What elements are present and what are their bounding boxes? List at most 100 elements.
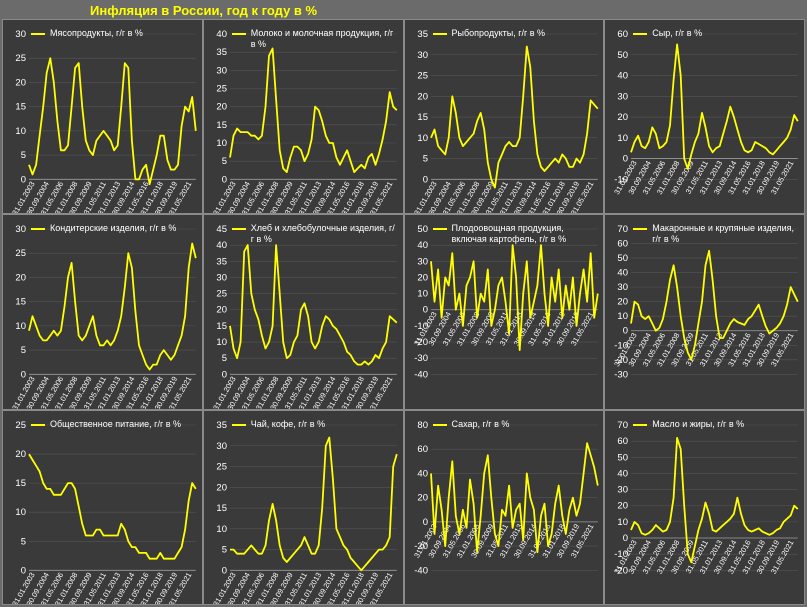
chart-panel: 0 5 10 15 20 25 30 31.01.2003 30.09.2004 31.05.20… [2, 19, 203, 215]
y-tick-label: 70 [618, 224, 629, 235]
chart-legend: Кондитерские изделия, г/г в % [31, 223, 196, 234]
y-tick-label: 40 [216, 29, 227, 40]
y-tick-label: 45 [216, 224, 227, 235]
y-tick-label: 20 [618, 112, 629, 123]
y-tick-label: 30 [15, 224, 26, 235]
chart-panel: -10 0 10 20 30 40 50 60 31.01.2003 30.09.2004 31.0… [604, 19, 805, 215]
series-line [229, 436, 398, 571]
y-tick-label: 30 [618, 282, 629, 293]
y-tick-label: 20 [618, 500, 629, 511]
y-tick-label: 35 [216, 420, 227, 431]
series-line [28, 453, 197, 560]
y-tick-label: 5 [221, 354, 226, 365]
legend-label: Общественное питание, г/г в % [50, 418, 182, 429]
series-line [630, 250, 799, 362]
y-tick-label: 30 [216, 440, 227, 451]
series-line [630, 436, 799, 563]
y-tick-label: 0 [21, 565, 26, 576]
y-tick-label: 10 [618, 517, 629, 528]
y-tick-label: -20 [414, 541, 428, 552]
legend-swatch [633, 228, 648, 231]
y-tick-label: 20 [618, 297, 629, 308]
legend-label: Сахар, г/г в % [451, 418, 510, 429]
series-line [429, 441, 599, 553]
y-tick-label: 0 [221, 174, 226, 185]
chart-svg: 05101520253031.01.200330.09.200431.05.20… [10, 224, 197, 409]
y-tick-label: 40 [618, 268, 629, 279]
y-tick-label: 50 [417, 224, 428, 235]
y-tick-label: 25 [216, 83, 227, 94]
chart-legend: Чай, кофе, г/г в % [231, 419, 397, 430]
y-tick-label: 20 [417, 492, 428, 503]
chart-panel: 0 5 10 15 20 25 31.01.2003 30.09.2004 31.05.2006… [2, 409, 203, 605]
y-tick-label: -10 [414, 321, 428, 332]
legend-swatch [432, 423, 447, 426]
y-tick-label: -20 [615, 565, 629, 576]
y-tick-label: 5 [221, 544, 226, 555]
chart-svg: 051015202530354031.01.200330.09.200431.0… [211, 29, 398, 213]
legend-label: Кондитерские изделия, г/г в % [50, 223, 177, 234]
y-tick-label: 0 [21, 370, 26, 381]
y-tick-label: 35 [216, 47, 227, 58]
legend-swatch [31, 228, 45, 231]
chart-panel: 0 5 10 15 20 25 30 35 40 31.01.2003 30.09.2004 31.0… [202, 19, 404, 215]
y-tick-label: -10 [615, 549, 629, 560]
y-tick-label: -30 [414, 354, 428, 365]
legend-label: Макаронные и крупяные изделия, г/г в % [652, 223, 795, 245]
y-tick-label: 40 [417, 240, 428, 251]
y-tick-label: 25 [15, 53, 26, 64]
y-tick-label: 30 [618, 91, 629, 102]
y-tick-label: -20 [414, 337, 428, 348]
legend-swatch [633, 423, 648, 426]
y-tick-label: 0 [221, 565, 226, 576]
y-tick-label: 20 [216, 305, 227, 316]
y-tick-label: 40 [216, 240, 227, 251]
y-tick-label: -10 [615, 174, 629, 185]
y-tick-label: 0 [422, 174, 427, 185]
y-tick-label: 30 [417, 50, 428, 61]
chart-legend: Плодоовощная продукция, включая картофел… [432, 223, 598, 245]
y-tick-label: 60 [618, 29, 629, 40]
y-tick-label: 10 [417, 289, 428, 300]
y-tick-label: 0 [21, 174, 26, 185]
chart-svg: -30-20-1001020304050607031.01.200330.09.… [612, 224, 799, 381]
y-tick-label: 20 [15, 273, 26, 284]
y-tick-label: 25 [15, 249, 26, 260]
chart-panel: 0 5 10 15 20 25 30 35 31.01.2003 30.09.2004 31.05.… [202, 409, 404, 605]
y-tick-label: 20 [216, 102, 227, 113]
legend-swatch [432, 228, 447, 231]
legend-label: Мясопродукты, г/г в % [50, 28, 143, 38]
y-tick-label: 5 [21, 150, 26, 161]
legend-label: Рыбопродукты, г/г в % [451, 28, 546, 38]
chart-panel: 0 5 10 15 20 25 30 35 31.01.2003 30.09.2004 31.05.… [403, 19, 605, 215]
chart-svg: 051015202531.01.200330.09.200431.05.2006… [10, 420, 197, 604]
chart-panel: 0 5 10 15 20 25 30 35 40 45 31.01.2003 30.09.2004 31… [202, 214, 404, 410]
y-tick-label: 5 [21, 345, 26, 356]
y-tick-label: 80 [417, 420, 428, 431]
legend-swatch [633, 33, 648, 35]
chart-legend: Хлеб и хлебобулочные изделия, г/г в % [231, 223, 397, 245]
y-tick-label: 0 [221, 370, 226, 381]
y-tick-label: 20 [417, 273, 428, 284]
y-tick-label: 5 [221, 156, 226, 167]
legend-swatch [31, 423, 45, 426]
y-tick-label: 10 [15, 126, 26, 137]
legend-swatch [31, 33, 45, 35]
chart-svg: 0510152025303531.01.200330.09.200431.05.… [211, 420, 398, 604]
chart-legend: Макаронные и крупяные изделия, г/г в % [633, 223, 798, 245]
y-tick-label: 50 [618, 253, 629, 264]
chart-svg: 0510152025303531.01.200330.09.200431.05.… [412, 29, 598, 213]
y-tick-label: 40 [618, 71, 629, 82]
y-tick-label: 0 [623, 326, 628, 337]
legend-swatch [231, 228, 246, 231]
chart-legend: Масло и жиры, г/г в % [633, 419, 798, 430]
y-tick-label: 35 [216, 257, 227, 268]
y-tick-label: 10 [216, 138, 227, 149]
y-tick-label: 10 [15, 321, 26, 332]
chart-svg: -40-2002040608031.01.200330.09.200431.05… [412, 420, 599, 576]
y-tick-label: 0 [422, 305, 427, 316]
y-tick-label: 10 [216, 337, 227, 348]
series-line [228, 244, 398, 366]
y-tick-label: 15 [15, 102, 26, 113]
y-tick-label: 30 [417, 257, 428, 268]
